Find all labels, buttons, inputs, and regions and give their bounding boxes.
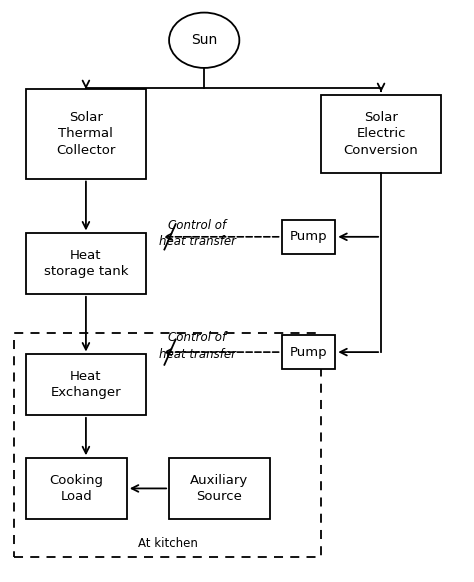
Text: Auxiliary
Source: Auxiliary Source bbox=[190, 474, 248, 503]
Text: Heat
Exchanger: Heat Exchanger bbox=[51, 370, 121, 399]
Text: Solar
Electric
Conversion: Solar Electric Conversion bbox=[344, 111, 419, 157]
Text: Sun: Sun bbox=[191, 33, 218, 47]
Bar bbox=[282, 220, 336, 254]
Bar bbox=[169, 458, 270, 519]
Text: Control of
heat transfer: Control of heat transfer bbox=[159, 219, 236, 248]
Text: At kitchen: At kitchen bbox=[138, 537, 198, 551]
Text: Heat
storage tank: Heat storage tank bbox=[44, 249, 128, 278]
Bar bbox=[15, 332, 321, 558]
Bar bbox=[26, 354, 146, 415]
Bar bbox=[282, 335, 336, 369]
Text: Pump: Pump bbox=[290, 230, 327, 243]
Bar bbox=[321, 95, 441, 173]
Text: Solar
Thermal
Collector: Solar Thermal Collector bbox=[56, 111, 116, 157]
Bar bbox=[26, 89, 146, 179]
Text: Cooking
Load: Cooking Load bbox=[50, 474, 103, 503]
Text: Pump: Pump bbox=[290, 346, 327, 359]
Bar bbox=[26, 233, 146, 294]
Text: Control of
heat transfer: Control of heat transfer bbox=[159, 331, 236, 360]
Bar bbox=[26, 458, 127, 519]
